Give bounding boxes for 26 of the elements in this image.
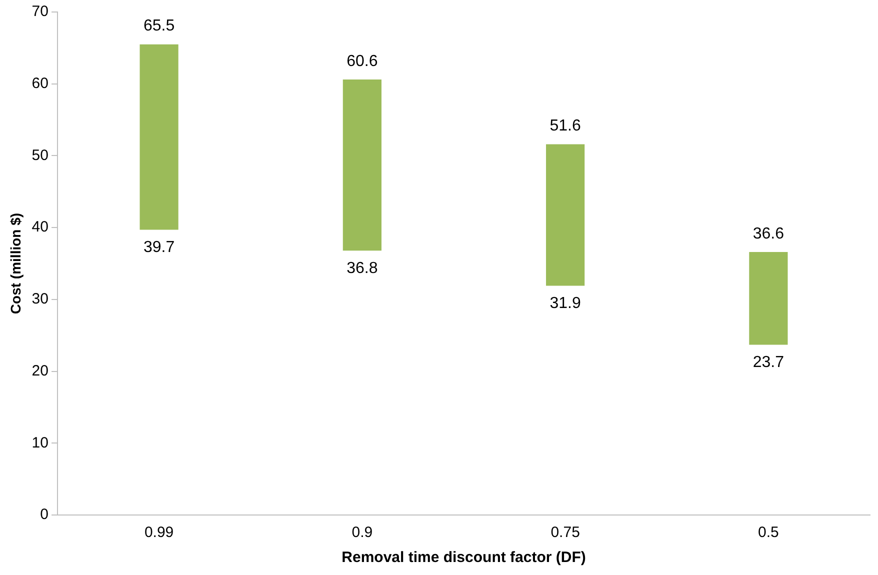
bar bbox=[546, 144, 585, 286]
annotation: 39.7 bbox=[143, 239, 175, 256]
y-tick-label: 60 bbox=[32, 75, 48, 92]
x-tick-label: 0.9 bbox=[352, 524, 373, 542]
bar bbox=[749, 252, 788, 345]
annotation: 65.5 bbox=[143, 18, 175, 35]
y-tick-label: 70 bbox=[32, 3, 48, 20]
y-tick-label: 30 bbox=[32, 290, 48, 308]
y-tick-label: 20 bbox=[32, 362, 48, 380]
annotation: 36.8 bbox=[346, 260, 378, 277]
annotation: 23.7 bbox=[752, 354, 784, 372]
annotation: 36.6 bbox=[752, 225, 784, 242]
y-tick-label: 50 bbox=[32, 146, 48, 164]
y-tick-label: 0 bbox=[40, 506, 48, 524]
y-axis-title: Cost (million $) bbox=[7, 212, 24, 314]
bar bbox=[342, 80, 382, 251]
x-tick-label: 0.5 bbox=[758, 524, 779, 542]
x-tick-label: 0.99 bbox=[144, 524, 174, 542]
bar bbox=[140, 44, 178, 230]
annotation: 51.6 bbox=[550, 118, 581, 135]
annotation: 31.9 bbox=[550, 295, 581, 312]
y-tick-label: 40 bbox=[32, 218, 48, 236]
annotation: 60.6 bbox=[346, 52, 378, 70]
x-axis-title: Removal time discount factor (DF) bbox=[342, 549, 586, 566]
x-tick-label: 0.75 bbox=[550, 524, 580, 542]
y-tick-label: 10 bbox=[32, 434, 48, 452]
